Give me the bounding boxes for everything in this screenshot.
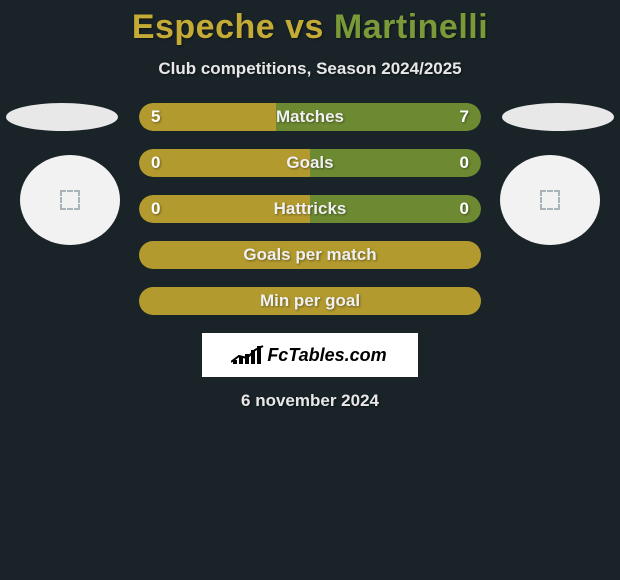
stat-label: Hattricks <box>274 199 347 219</box>
stat-right: 0 <box>310 149 481 177</box>
player1-oval <box>6 103 118 131</box>
comparison-widget: Espeche vs Martinelli Club competitions,… <box>0 0 620 411</box>
page-title: Espeche vs Martinelli <box>0 8 620 47</box>
shield-icon <box>60 190 80 210</box>
stat-left: 5 <box>139 103 276 131</box>
shield-icon <box>540 190 560 210</box>
brand-chart-icon <box>233 346 261 364</box>
stat-label: Min per goal <box>260 291 360 311</box>
player2-name: Martinelli <box>334 8 488 46</box>
stat-label: Goals per match <box>243 245 376 265</box>
brand-line-icon <box>231 344 265 364</box>
stat-label: Matches <box>276 107 344 127</box>
stat-row: Goals per match <box>139 241 481 269</box>
stat-row: 57Matches <box>139 103 481 131</box>
player1-name: Espeche <box>132 8 275 46</box>
player2-oval <box>502 103 614 131</box>
brand-text: FcTables.com <box>267 345 386 366</box>
vs-separator: vs <box>275 8 334 46</box>
stat-row: Min per goal <box>139 287 481 315</box>
stats-content: 57Matches00Goals00HattricksGoals per mat… <box>0 103 620 411</box>
stat-row: 00Goals <box>139 149 481 177</box>
stat-left: 0 <box>139 149 310 177</box>
player1-badge <box>20 155 120 245</box>
date: 6 november 2024 <box>0 391 620 411</box>
player2-badge <box>500 155 600 245</box>
stat-label: Goals <box>286 153 333 173</box>
stat-row: 00Hattricks <box>139 195 481 223</box>
subtitle: Club competitions, Season 2024/2025 <box>0 59 620 79</box>
stat-rows: 57Matches00Goals00HattricksGoals per mat… <box>139 103 481 315</box>
branding[interactable]: FcTables.com <box>202 333 418 377</box>
